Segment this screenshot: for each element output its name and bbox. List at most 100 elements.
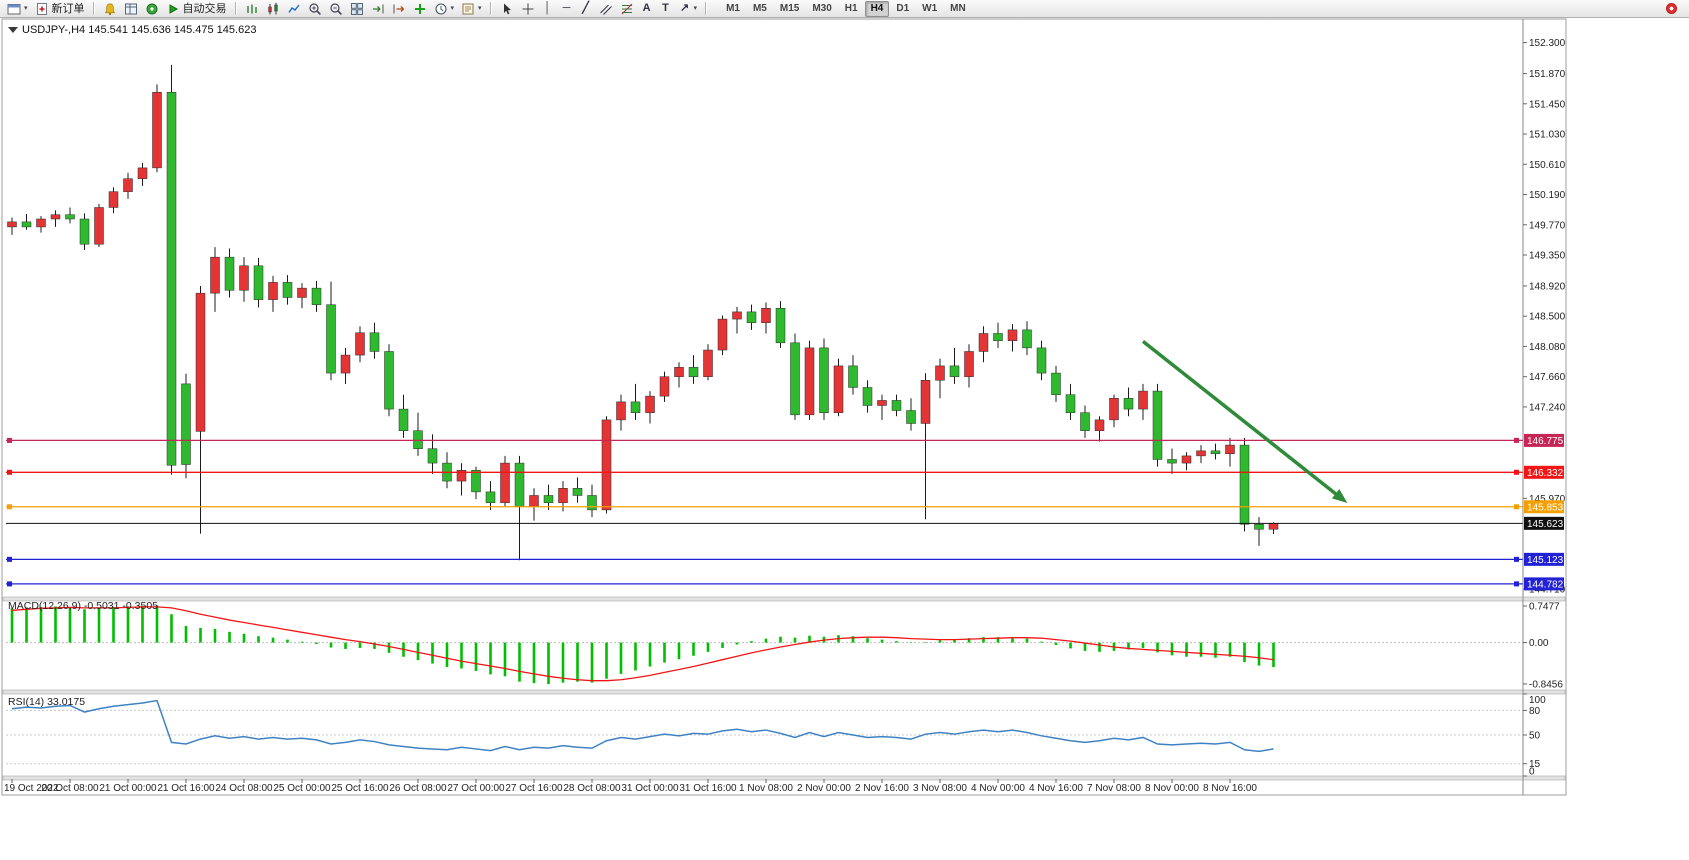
- new-order-button[interactable]: 新订单: [32, 1, 88, 17]
- price-badge-146.775: 146.775: [1524, 433, 1564, 447]
- time-tick-label: 27 Oct 16:00: [505, 783, 563, 794]
- new-order-icon: [36, 2, 47, 15]
- trend-arrow[interactable]: [1141, 340, 1348, 504]
- autotrading-button[interactable]: 自动交易: [163, 1, 230, 17]
- horizontal-line-145.123[interactable]: [6, 556, 1523, 562]
- panel-separator[interactable]: [2, 596, 1566, 602]
- time-tick-label: 2 Nov 16:00: [855, 783, 909, 794]
- line-handle[interactable]: [1514, 437, 1519, 443]
- time-tick-label: 7 Nov 08:00: [1087, 783, 1141, 794]
- price-tick-label: 151.030: [1529, 130, 1566, 141]
- horizontal-line-146.332[interactable]: [6, 469, 1523, 475]
- chevron-down-icon: ▾: [478, 4, 482, 12]
- bar-chart-button[interactable]: [242, 1, 262, 17]
- trendline-icon: ╱: [582, 2, 589, 14]
- auto-scroll-button[interactable]: [368, 1, 388, 17]
- crosshair-button[interactable]: [518, 1, 538, 17]
- horizontal-line-144.782[interactable]: [6, 581, 1523, 587]
- price-tick-label: 147.240: [1529, 402, 1566, 413]
- horizontal-line-145.853[interactable]: [6, 504, 1523, 510]
- macd-signal-line: [11, 606, 1274, 682]
- rsi-tick-label: 80: [1529, 706, 1541, 717]
- timeframe-m30[interactable]: M30: [812, 2, 832, 14]
- data-window-button[interactable]: [121, 1, 141, 17]
- bid-price-badge: 145.623: [1524, 516, 1564, 530]
- timeframe-h4[interactable]: H4: [864, 0, 890, 17]
- macd-indicator: [6, 605, 1523, 685]
- macd-plot-area[interactable]: [6, 601, 1523, 690]
- arrows-button[interactable]: ↗ ▾: [676, 1, 701, 17]
- alerts-button[interactable]: [100, 1, 120, 17]
- zoom-in-button[interactable]: [305, 1, 325, 17]
- text-label-button[interactable]: T: [657, 1, 675, 17]
- svg-text:145.623: 145.623: [1527, 519, 1564, 530]
- price-tick-label: 149.350: [1529, 251, 1566, 262]
- fibonacci-button[interactable]: [617, 1, 637, 17]
- price-axis[interactable]: 152.300 151.870 151.450 151.030 150.610 150.1…: [1523, 38, 1566, 778]
- line-chart-button[interactable]: [284, 1, 304, 17]
- line-handle[interactable]: [7, 504, 12, 510]
- line-handle[interactable]: [7, 437, 12, 443]
- tile-windows-button[interactable]: [347, 1, 367, 17]
- timeframe-w1[interactable]: W1: [922, 2, 938, 14]
- vertical-line-button[interactable]: │: [539, 1, 557, 17]
- equidistant-channel-button[interactable]: [596, 1, 616, 17]
- line-handle[interactable]: [7, 469, 12, 475]
- autotrading-play-icon: [169, 3, 178, 14]
- price-tick-label: 148.080: [1529, 342, 1566, 353]
- timeframe-buttons: M1 M5 M15 M30 H1 H4 D1 W1 MN: [720, 0, 972, 17]
- timeframe-d1[interactable]: D1: [896, 2, 910, 14]
- one-click-trading-toggle[interactable]: [8, 27, 18, 33]
- time-tick-label: 25 Oct 00:00: [273, 783, 331, 794]
- timeframe-m5[interactable]: M5: [752, 2, 767, 14]
- text-icon: A: [642, 2, 651, 14]
- price-tick-label: 148.500: [1529, 312, 1566, 323]
- zoom-out-button[interactable]: [326, 1, 346, 17]
- timeframe-mn[interactable]: MN: [950, 2, 966, 14]
- toolbar-separator: [705, 2, 708, 15]
- candlestick-chart-button[interactable]: [263, 1, 283, 17]
- price-badge-144.782: 144.782: [1524, 577, 1564, 591]
- timeframe-m15[interactable]: M15: [779, 2, 800, 14]
- timeframe-h1[interactable]: H1: [844, 2, 858, 14]
- new-chart-button[interactable]: ▾: [4, 1, 31, 17]
- navigator-button[interactable]: [142, 1, 162, 17]
- panel-separator[interactable]: [2, 775, 1566, 781]
- periods-button[interactable]: ▾: [431, 1, 458, 17]
- line-handle[interactable]: [7, 556, 12, 562]
- panel-separator[interactable]: [2, 689, 1566, 695]
- text-button[interactable]: A: [638, 1, 656, 17]
- macd-tick-label: 0.7477: [1529, 602, 1560, 613]
- chart-shift-icon: [393, 4, 404, 13]
- time-tick-label: 20 Oct 08:00: [41, 783, 99, 794]
- line-handle[interactable]: [7, 581, 12, 587]
- candlestick-chart-icon: [267, 2, 278, 14]
- time-tick-label: 25 Oct 16:00: [331, 783, 389, 794]
- chart-shift-button[interactable]: [389, 1, 409, 17]
- line-handle[interactable]: [1514, 556, 1519, 562]
- rsi-tick-label: 50: [1529, 731, 1541, 742]
- toolbar: ▾ 新订单 自动交易: [0, 0, 1689, 18]
- trendline-button[interactable]: ╱: [577, 1, 595, 17]
- timeframe-m1[interactable]: M1: [726, 2, 740, 14]
- line-handle[interactable]: [1514, 581, 1519, 587]
- line-handle[interactable]: [1514, 469, 1519, 475]
- time-tick-label: 31 Oct 16:00: [679, 783, 737, 794]
- horizontal-line-button[interactable]: ─: [558, 1, 576, 17]
- line-handle[interactable]: [1514, 504, 1519, 510]
- price-tick-label: 148.920: [1529, 281, 1566, 292]
- svg-text:146.775: 146.775: [1527, 436, 1564, 447]
- rsi-tick-label: 15: [1529, 759, 1541, 770]
- vertical-line-icon: │: [544, 2, 551, 14]
- indicators-button[interactable]: [410, 1, 430, 17]
- cursor-button[interactable]: [497, 1, 517, 17]
- price-tick-label: 149.770: [1529, 220, 1566, 231]
- time-tick-label: 19 Oct 2022: [4, 783, 59, 794]
- indicators-plus-icon: [414, 3, 425, 14]
- time-tick-label: 8 Nov 16:00: [1203, 783, 1257, 794]
- templates-button[interactable]: ▾: [458, 1, 485, 17]
- arrow-symbol-icon: ↗: [679, 2, 690, 14]
- toolbar-separator: [92, 2, 95, 15]
